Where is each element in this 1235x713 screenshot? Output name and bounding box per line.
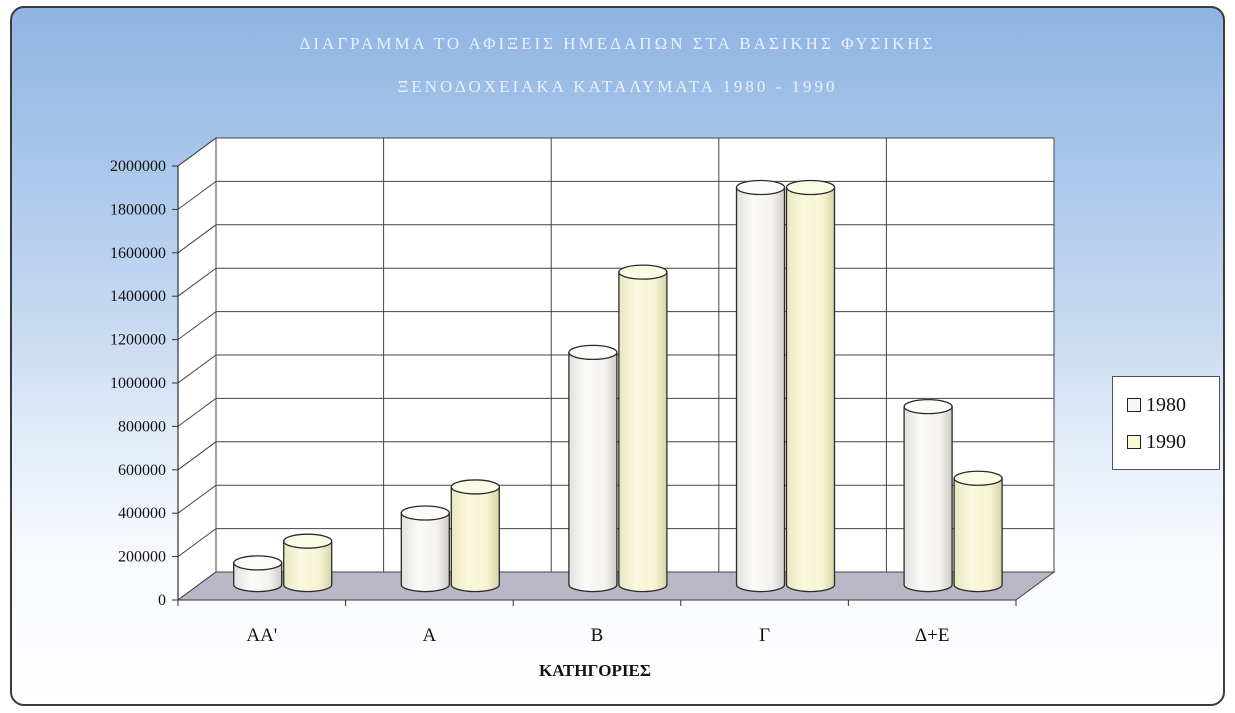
bar-body-1990-2 bbox=[618, 271, 668, 593]
bar-body-1990-4 bbox=[953, 477, 1003, 593]
bar-body-1990-0 bbox=[283, 540, 333, 593]
bar-body-1980-3 bbox=[735, 186, 786, 593]
y-tick-labels: 0 200000 400000 600000 800000 1000000 1200000 1… bbox=[110, 158, 166, 609]
bar-top-1990-0 bbox=[283, 533, 333, 549]
bar-top-1990-2 bbox=[618, 264, 668, 280]
y-tick-label-6: 1200000 bbox=[110, 332, 166, 349]
bar-top-1990-1 bbox=[450, 479, 500, 495]
bar-1990-0 bbox=[283, 533, 333, 593]
y-tick-label-10: 2000000 bbox=[110, 158, 166, 175]
bar-body-1980-2 bbox=[568, 351, 618, 593]
legend-swatch-1990 bbox=[1127, 435, 1141, 449]
x-category-labels: AA' A B Γ Δ+Ε bbox=[246, 625, 949, 646]
y-tick-label-2: 400000 bbox=[118, 505, 166, 522]
bar-top-1980-3 bbox=[735, 179, 786, 196]
bar-series bbox=[233, 179, 1003, 593]
bar-top-1990-3 bbox=[785, 179, 836, 196]
x-category-label-0: AA' bbox=[246, 625, 277, 646]
y-tick-label-1: 200000 bbox=[118, 549, 166, 566]
bar-top-1980-4 bbox=[903, 399, 953, 415]
value-axis bbox=[172, 165, 1017, 606]
bar-body-1980-1 bbox=[400, 512, 450, 593]
bar-body-1980-0 bbox=[233, 562, 283, 593]
chart-subtitle: ΞΕΝΟΔΟΧΕΙΑΚΑ ΚΑΤΑΛΥΜΑΤΑ 1980 - 1990 bbox=[397, 77, 838, 96]
x-category-label-3: Γ bbox=[759, 625, 770, 646]
bar-1980-0 bbox=[233, 555, 283, 593]
chart-title: ΔΙΑΓΡΑΜΜΑ ΤΟ ΑΦΙΞΕΙΣ ΗΜΕΔΑΠΩΝ ΣΤΑ ΒΑΣΙΚΗ… bbox=[299, 34, 936, 53]
y-tick-label-5: 1000000 bbox=[110, 375, 166, 392]
x-category-label-2: B bbox=[591, 625, 604, 646]
y-tick-label-4: 800000 bbox=[118, 418, 166, 435]
bar-body-1990-1 bbox=[450, 486, 500, 593]
y-tick-label-0: 0 bbox=[158, 592, 166, 609]
bar-body-1980-4 bbox=[903, 406, 953, 593]
bar-1980-3 bbox=[735, 179, 786, 593]
legend-label-1990: 1990 bbox=[1146, 430, 1186, 453]
x-axis-title: ΚΑΤΗΓΟΡΙΕΣ bbox=[539, 661, 651, 680]
x-category-label-4: Δ+Ε bbox=[915, 625, 950, 646]
bar-1990-1 bbox=[450, 479, 500, 593]
bar-1980-1 bbox=[400, 505, 450, 593]
bar-top-1980-1 bbox=[400, 505, 450, 521]
bar-1980-4 bbox=[903, 399, 953, 593]
y-tick-label-3: 600000 bbox=[118, 462, 166, 479]
bar-top-1980-0 bbox=[233, 555, 283, 571]
y-tick-label-8: 1600000 bbox=[110, 245, 166, 262]
legend-label-1980: 1980 bbox=[1146, 393, 1186, 416]
y-tick-label-9: 1800000 bbox=[110, 201, 166, 218]
y-tick-label-7: 1400000 bbox=[110, 288, 166, 305]
legend: 1980 1990 bbox=[1112, 376, 1220, 470]
legend-item-1980: 1980 bbox=[1127, 392, 1186, 418]
legend-item-1990: 1990 bbox=[1127, 429, 1186, 455]
bar-1990-4 bbox=[953, 470, 1003, 593]
bar-top-1980-2 bbox=[568, 344, 618, 361]
legend-swatch-1980 bbox=[1127, 398, 1141, 412]
bar-body-1990-3 bbox=[785, 186, 836, 593]
bar-top-1990-4 bbox=[953, 470, 1003, 486]
x-category-label-1: A bbox=[423, 625, 437, 646]
bar-1980-2 bbox=[568, 344, 618, 593]
bar-1990-2 bbox=[618, 264, 668, 593]
bar-1990-3 bbox=[785, 179, 836, 593]
